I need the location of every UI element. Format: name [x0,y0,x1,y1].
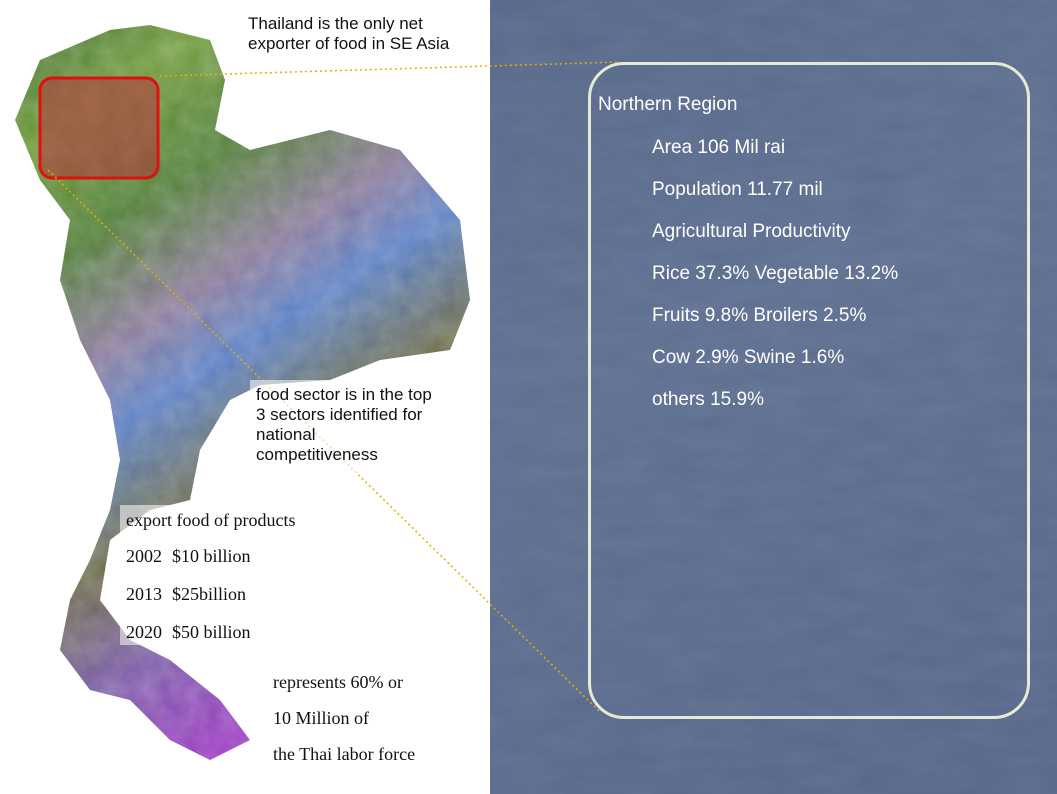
export-year: 2020 [126,622,162,642]
export-amount: $50 billion [172,622,251,642]
callout-line: 3 sectors identified for [256,405,423,424]
exports-title: export food of products [126,510,296,530]
panel-item: others 15.9% [652,389,764,410]
callout-line: Thailand is the only net [248,14,423,33]
text-backdrop [250,380,475,475]
text-backdrop [265,665,455,775]
text-backdrop [120,505,300,645]
labor-line: represents 60% or [273,672,403,692]
export-amount: $25billion [172,584,247,604]
panel-texture [490,0,1057,794]
export-year: 2002 [126,546,162,566]
export-amount: $10 billion [172,546,251,566]
panel-title: Northern Region [598,94,738,115]
callout-line: food sector is in the top [256,385,432,404]
panel-item: Population 11.77 mil [652,179,823,200]
map-texture [15,25,470,760]
highlight-box [38,76,160,180]
panel-item: Agricultural Productivity [652,221,851,242]
callout-line: national [256,425,316,444]
labor-line: 10 Million of [273,708,370,728]
callout-line: exporter of food in SE Asia [248,34,450,53]
panel-item: Cow 2.9% Swine 1.6% [652,347,845,368]
callout-line: competitiveness [256,445,378,464]
panel-item: Rice 37.3% Vegetable 13.2% [652,263,899,284]
connector-line [159,61,621,77]
panel-item: Area 106 Mil rai [652,137,786,158]
export-year: 2013 [126,584,162,604]
panel-item: Fruits 9.8% Broilers 2.5% [652,305,867,326]
labor-line: the Thai labor force [273,744,416,764]
info-box [588,62,1030,719]
